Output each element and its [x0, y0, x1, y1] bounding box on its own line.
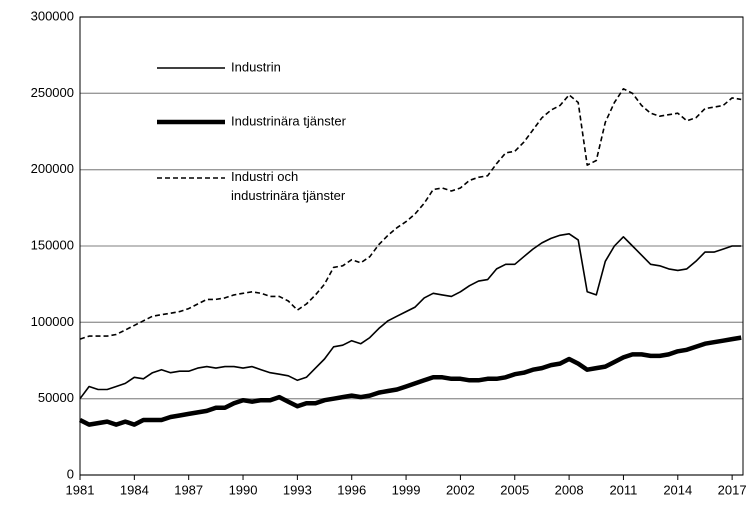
x-tick-label: 2008	[555, 482, 584, 497]
x-tick-label: 1984	[120, 482, 149, 497]
x-tick-label: 1996	[337, 482, 366, 497]
y-tick-label: 200000	[31, 161, 74, 176]
legend-label: Industrinära tjänster	[231, 113, 347, 128]
x-tick-label: 2014	[663, 482, 692, 497]
x-tick-label: 2002	[446, 482, 475, 497]
legend-label: Industrin	[231, 59, 281, 74]
x-tick-label: 2017	[718, 482, 747, 497]
y-tick-label: 250000	[31, 85, 74, 100]
x-tick-label: 1993	[283, 482, 312, 497]
y-tick-label: 50000	[38, 390, 74, 405]
plot-frame	[79, 16, 744, 476]
x-tick-label: 1990	[229, 482, 258, 497]
y-tick-label: 0	[67, 466, 74, 481]
x-tick-label: 1987	[174, 482, 203, 497]
x-tick-label: 2005	[500, 482, 529, 497]
y-tick-label: 300000	[31, 8, 74, 23]
legend-label: Industri och industrinära tjänster	[231, 169, 346, 203]
series-line	[79, 88, 742, 340]
x-tick-label: 1999	[392, 482, 421, 497]
y-tick-label: 150000	[31, 237, 74, 252]
y-tick-label: 100000	[31, 314, 74, 329]
x-tick-label: 2011	[609, 482, 637, 497]
series-line	[78, 335, 742, 427]
series-line	[79, 233, 742, 400]
x-tick-label: 1981	[66, 482, 95, 497]
